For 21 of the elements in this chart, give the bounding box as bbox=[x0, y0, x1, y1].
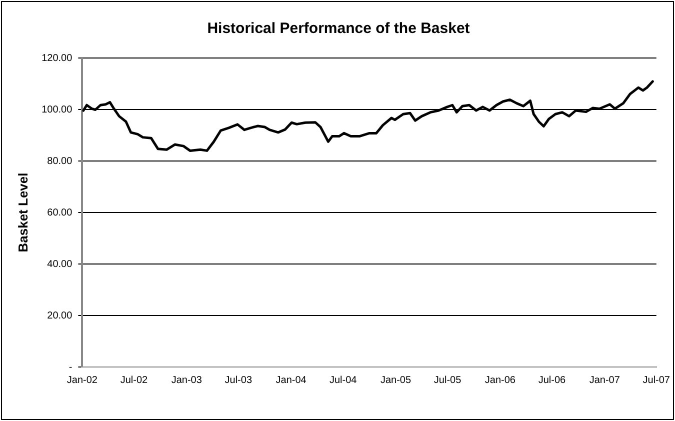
x-tick-label: Jan-02 bbox=[66, 374, 98, 386]
y-tick-label: 120.00 bbox=[42, 52, 73, 64]
x-tick-label: Jan-06 bbox=[484, 374, 516, 386]
y-tick-label: - bbox=[68, 362, 72, 373]
y-axis-title: Basket Level bbox=[15, 172, 30, 252]
y-tick-label: 100.00 bbox=[42, 104, 73, 116]
x-tick-label: Jan-07 bbox=[589, 374, 620, 386]
y-tick-label: 20.00 bbox=[47, 310, 73, 322]
x-tick-label: Jul-03 bbox=[224, 374, 252, 386]
y-tick-label: 60.00 bbox=[47, 207, 73, 218]
x-tick-label: Jan-04 bbox=[276, 374, 307, 386]
x-tick-label: Jan-03 bbox=[171, 374, 202, 386]
y-tick-label: 40.00 bbox=[47, 258, 73, 270]
y-tick-label: 80.00 bbox=[47, 156, 73, 167]
x-tick-label: Jul-02 bbox=[120, 374, 148, 386]
x-tick-label: Jul-04 bbox=[329, 374, 358, 386]
x-tick-label: Jul-07 bbox=[642, 374, 670, 386]
x-tick-label: Jan-05 bbox=[380, 374, 412, 386]
x-tick-label: Jul-06 bbox=[538, 374, 566, 386]
chart-title: Historical Performance of the Basket bbox=[207, 20, 470, 38]
x-tick-label: Jul-05 bbox=[434, 374, 462, 386]
